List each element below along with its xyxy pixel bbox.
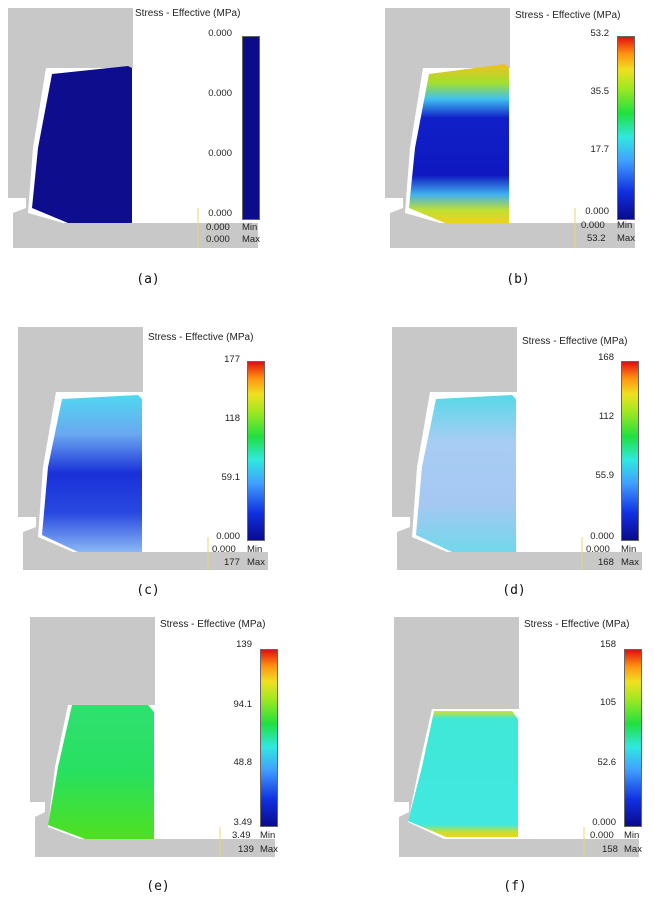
min-label: Min — [617, 220, 633, 231]
colorbar — [624, 649, 642, 827]
panel-c: Stress - Effective (MPa) 177 118 59.1 0.… — [18, 327, 318, 617]
tick-label: 0.000 — [208, 88, 232, 99]
min-label: Min — [621, 544, 637, 555]
legend-title: Stress - Effective (MPa) — [522, 336, 628, 347]
panel-caption: (d) — [502, 583, 526, 598]
panel-caption: (a) — [136, 272, 160, 287]
panel-caption: (e) — [146, 879, 170, 894]
max-label: Max — [621, 557, 639, 568]
tick-label: 168 — [598, 352, 614, 363]
tick-label: 0.000 — [208, 208, 232, 219]
min-label: Min — [260, 830, 276, 841]
tick-label: 59.1 — [221, 472, 241, 483]
max-value: 177 — [224, 557, 240, 568]
tick-label: 158 — [600, 639, 616, 650]
max-value: 0.000 — [206, 234, 230, 245]
min-value: 0.000 — [212, 544, 236, 555]
max-value: 53.2 — [587, 233, 606, 244]
panel-b: Stress - Effective (MPa) 53.2 35.5 17.7 … — [385, 8, 654, 298]
tick-label: 52.6 — [597, 757, 617, 768]
min-value: 0.000 — [581, 220, 605, 231]
min-value: 3.49 — [232, 830, 251, 841]
legend-title: Stress - Effective (MPa) — [524, 619, 630, 630]
tick-label: 3.49 — [233, 817, 253, 828]
tick-label: 112 — [598, 411, 614, 422]
legend-title: Stress - Effective (MPa) — [148, 332, 254, 343]
legend-title: Stress - Effective (MPa) — [135, 8, 241, 19]
panel-a: Stress - Effective (MPa) 0.000 0.000 0.0… — [8, 8, 308, 298]
min-label: Min — [247, 544, 263, 555]
panel-caption: (f) — [503, 879, 527, 894]
tick-label: 0.000 — [208, 148, 232, 159]
simulation-view-f — [394, 617, 639, 857]
tick-label: 0.000 — [585, 206, 609, 217]
tick-label: 118 — [224, 413, 240, 424]
panel-caption: (c) — [136, 583, 160, 598]
panel-e: Stress - Effective (MPa) 139 94.1 48.8 3… — [30, 617, 330, 907]
min-label: Min — [624, 830, 640, 841]
colorbar — [260, 649, 278, 827]
max-value: 139 — [238, 844, 254, 855]
panel-caption: (b) — [506, 272, 530, 287]
tick-label: 55.9 — [595, 470, 615, 481]
tick-label: 105 — [600, 697, 616, 708]
min-label: Min — [242, 222, 258, 233]
tick-label: 0.000 — [216, 531, 240, 542]
colorbar — [247, 361, 265, 541]
min-value: 0.000 — [590, 830, 614, 841]
tick-label: 177 — [224, 354, 240, 365]
min-value: 0.000 — [206, 222, 230, 233]
max-label: Max — [260, 844, 278, 855]
simulation-view-e — [30, 617, 275, 857]
simulation-view-d — [392, 327, 642, 570]
min-value: 0.000 — [586, 544, 610, 555]
tick-label: 17.7 — [590, 144, 610, 155]
tick-label: 0.000 — [208, 28, 232, 39]
max-value: 168 — [598, 557, 614, 568]
max-value: 158 — [602, 844, 618, 855]
legend-title: Stress - Effective (MPa) — [515, 10, 621, 21]
simulation-view-a — [8, 8, 258, 248]
max-label: Max — [247, 557, 265, 568]
max-label: Max — [624, 844, 642, 855]
tick-label: 53.2 — [590, 28, 610, 39]
colorbar — [621, 361, 639, 541]
max-label: Max — [617, 233, 635, 244]
tick-label: 35.5 — [590, 86, 610, 97]
panel-d: Stress - Effective (MPa) 168 112 55.9 0.… — [392, 327, 654, 617]
tick-label: 48.8 — [233, 757, 253, 768]
tick-label: 0.000 — [590, 531, 614, 542]
tick-label: 139 — [236, 639, 252, 650]
colorbar — [242, 36, 260, 220]
simulation-view-c — [18, 327, 268, 570]
simulation-view-b — [385, 8, 635, 248]
legend-title: Stress - Effective (MPa) — [160, 619, 266, 630]
tick-label: 0.000 — [592, 817, 616, 828]
panel-f: Stress - Effective (MPa) 158 105 52.6 0.… — [394, 617, 654, 907]
max-label: Max — [242, 234, 260, 245]
colorbar — [617, 36, 635, 220]
tick-label: 94.1 — [233, 699, 253, 710]
